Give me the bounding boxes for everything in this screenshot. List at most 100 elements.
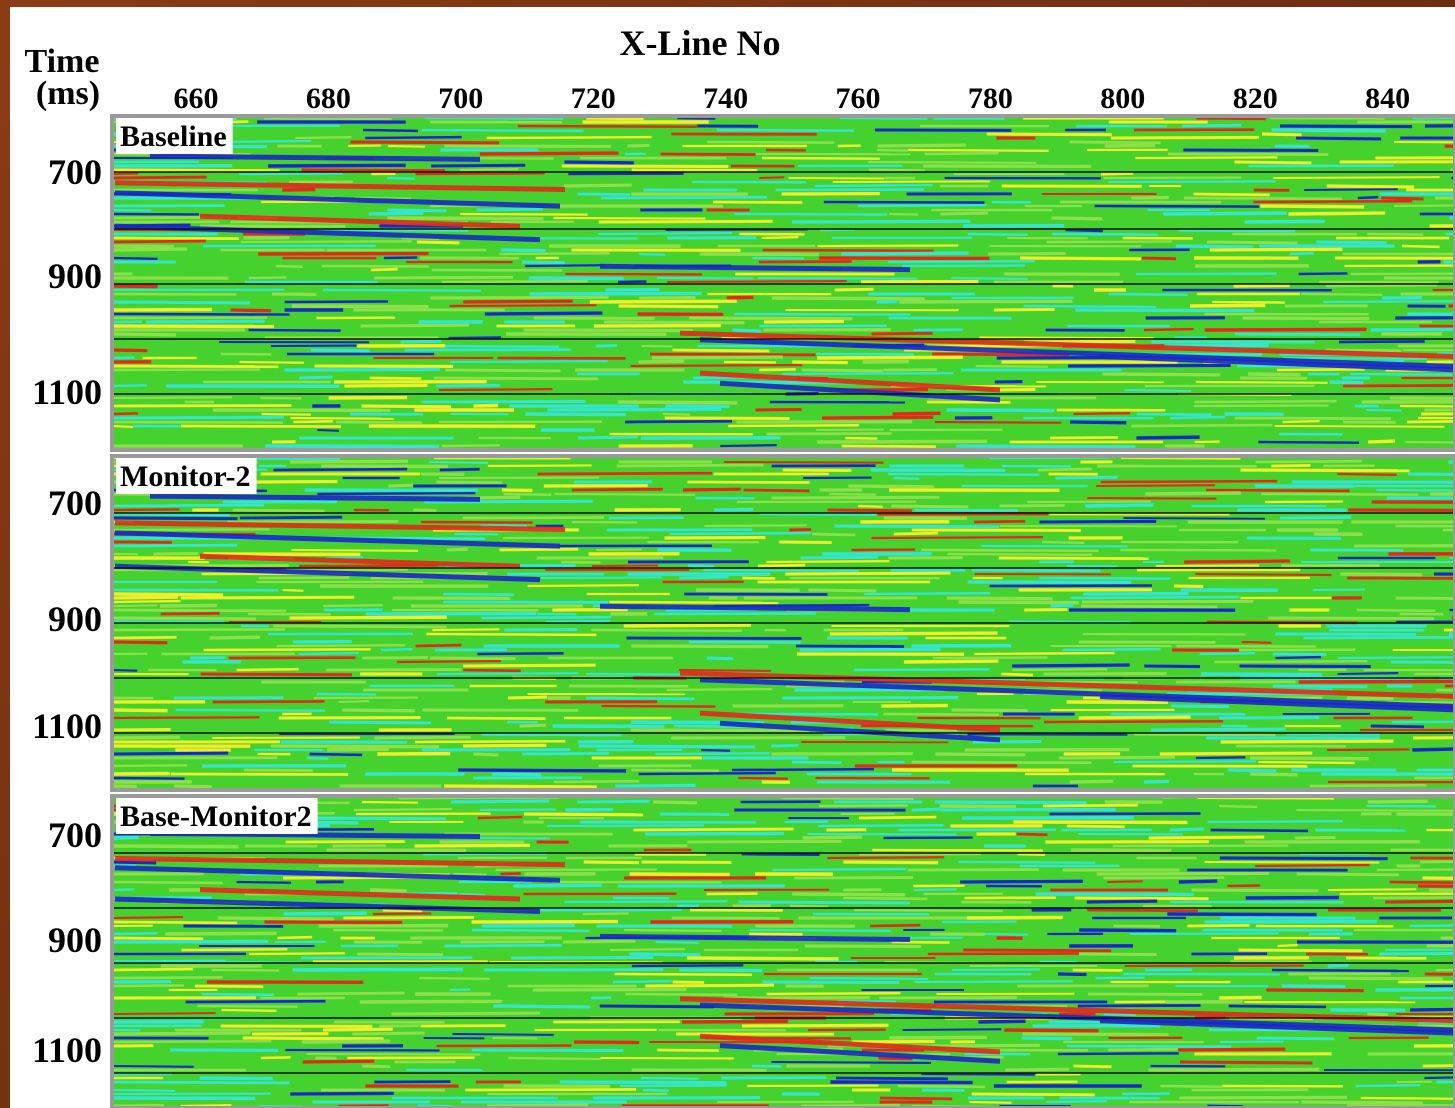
reflection-segment	[667, 281, 847, 282]
reflection-segment	[828, 510, 912, 511]
reflection-segment	[1096, 485, 1215, 486]
reflection-segment	[528, 585, 639, 586]
reflection-segment	[317, 430, 339, 431]
reflection-segment	[742, 578, 775, 579]
reflection-segment	[1078, 1005, 1201, 1006]
reflection-segment	[974, 653, 1114, 654]
reflection-segment	[474, 754, 499, 755]
reflection-segment	[112, 422, 283, 423]
reflection-segment	[880, 1098, 952, 1099]
reflection-segment	[302, 1041, 391, 1042]
reflection-segment	[974, 521, 1025, 522]
reflection-segment	[1105, 145, 1155, 146]
reflection-segment	[1109, 294, 1188, 295]
strong-reflection	[600, 936, 910, 939]
reflection-segment	[493, 1006, 590, 1007]
reflection-segment	[999, 558, 1149, 559]
y-tick-label: 700	[48, 483, 102, 523]
reflection-segment	[452, 1034, 553, 1035]
reflection-segment	[415, 845, 530, 846]
reflection-segment	[560, 1082, 727, 1083]
reflection-segment	[631, 646, 768, 647]
reflection-segment	[276, 266, 303, 267]
reflection-segment	[1400, 406, 1455, 407]
reflection-segment	[1095, 206, 1260, 207]
reflection-segment	[572, 489, 663, 490]
reflection-segment	[1023, 1034, 1169, 1035]
reflection-segment	[1200, 653, 1256, 654]
reflection-segment	[273, 469, 407, 470]
seismic-texture	[112, 116, 1455, 450]
reflection-segment	[1429, 890, 1455, 891]
reflection-segment	[792, 894, 905, 895]
reflection-segment	[397, 661, 501, 662]
reflection-segment	[1149, 1069, 1320, 1070]
reflection-segment	[476, 209, 542, 210]
reflection-segment	[1075, 310, 1254, 311]
reflection-segment	[1123, 518, 1264, 519]
reflection-segment	[842, 446, 936, 447]
reflection-segment	[1179, 881, 1217, 882]
reflection-segment	[305, 490, 478, 491]
reflection-segment	[553, 726, 665, 727]
reflection-segment	[605, 289, 659, 290]
reflection-segment	[952, 710, 1028, 711]
reflection-segment	[935, 422, 1061, 423]
reflection-segment	[463, 301, 573, 302]
reflection-segment	[384, 257, 417, 258]
reflection-segment	[732, 769, 874, 770]
reflection-segment	[112, 417, 284, 418]
reflection-segment	[1050, 437, 1118, 438]
reflection-segment	[1436, 690, 1455, 691]
reflection-segment	[835, 289, 874, 290]
reflection-segment	[942, 921, 1017, 922]
reflection-segment	[181, 597, 355, 598]
reflection-segment	[800, 649, 940, 650]
reflection-segment	[1337, 474, 1396, 475]
reflection-segment	[1039, 578, 1170, 579]
reflection-segment	[537, 473, 712, 474]
y-tick-label: 1100	[32, 372, 102, 412]
reflection-segment	[299, 565, 438, 566]
reflection-segment	[661, 154, 756, 155]
reflection-segment	[533, 989, 686, 990]
reflection-segment	[792, 362, 848, 363]
reflection-segment	[311, 350, 370, 351]
reflection-segment	[714, 509, 753, 510]
reflection-segment	[112, 637, 177, 638]
reflection-segment	[112, 249, 187, 250]
reflection-segment	[1101, 173, 1133, 174]
reflection-segment	[293, 641, 352, 642]
reflection-segment	[871, 333, 932, 334]
reflection-segment	[912, 762, 1092, 763]
reflection-segment	[790, 906, 829, 907]
reflection-segment	[388, 485, 412, 486]
reflection-segment	[1424, 1077, 1455, 1078]
reflection-segment	[1357, 610, 1435, 611]
reflection-segment	[720, 445, 776, 446]
reflection-segment	[802, 370, 883, 371]
reflection-segment	[112, 837, 139, 838]
reflection-segment	[586, 118, 643, 119]
reflection-segment	[1241, 470, 1410, 471]
reflection-segment	[808, 590, 876, 591]
reflection-segment	[1339, 341, 1425, 342]
reflection-segment	[663, 414, 691, 415]
reflection-segment	[160, 605, 217, 606]
reflection-segment	[363, 130, 418, 131]
reflection-segment	[1221, 741, 1394, 742]
reflection-segment	[472, 1050, 624, 1051]
reflection-segment	[431, 165, 525, 166]
reflection-segment	[307, 758, 328, 759]
reflection-segment	[488, 465, 592, 466]
reflection-segment	[935, 754, 1025, 755]
reflection-segment	[1196, 382, 1328, 383]
reflection-segment	[643, 1090, 669, 1091]
reflection-segment	[381, 649, 412, 650]
reflection-segment	[817, 441, 987, 442]
reflection-segment	[817, 357, 963, 358]
reflection-segment	[959, 862, 1096, 863]
reflection-segment	[112, 241, 206, 242]
reflection-segment	[112, 938, 203, 939]
reflection-segment	[501, 873, 521, 874]
